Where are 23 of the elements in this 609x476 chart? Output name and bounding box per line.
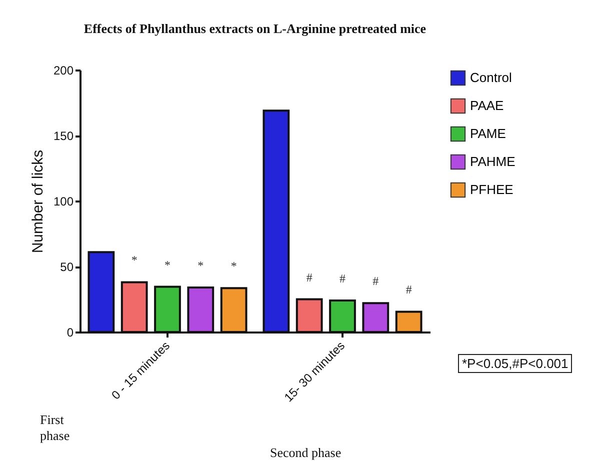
data-label: # — [406, 282, 412, 297]
data-label: * — [198, 258, 204, 272]
legend-label: Control — [470, 70, 512, 85]
legend-label: PFHEE — [470, 182, 514, 197]
text: First phase — [40, 412, 71, 444]
data-label: # — [372, 274, 379, 288]
y-tick-label: 150 — [53, 129, 74, 143]
y-tick-label: 0 — [66, 326, 74, 340]
legend-label: PAAE — [470, 98, 504, 113]
legend-label: PAME — [470, 126, 506, 141]
data-label: # — [340, 272, 346, 286]
legend-label: PAHME — [470, 154, 516, 169]
y-tick-label: 100 — [53, 194, 74, 208]
chart-title: Effects of Phyllanthus extracts on L-Arginine pretreated mice — [84, 21, 426, 36]
data-label: * — [230, 259, 237, 274]
text: *P<0.05,#P<0.001 — [458, 354, 572, 373]
data-label: * — [164, 258, 170, 272]
y-axis-title: Number of licks — [29, 150, 46, 254]
text: Second phase — [270, 445, 342, 461]
data-label: # — [306, 270, 312, 284]
y-tick-label: 50 — [60, 260, 74, 274]
data-label: * — [131, 253, 138, 268]
y-tick-label: 200 — [53, 64, 74, 78]
